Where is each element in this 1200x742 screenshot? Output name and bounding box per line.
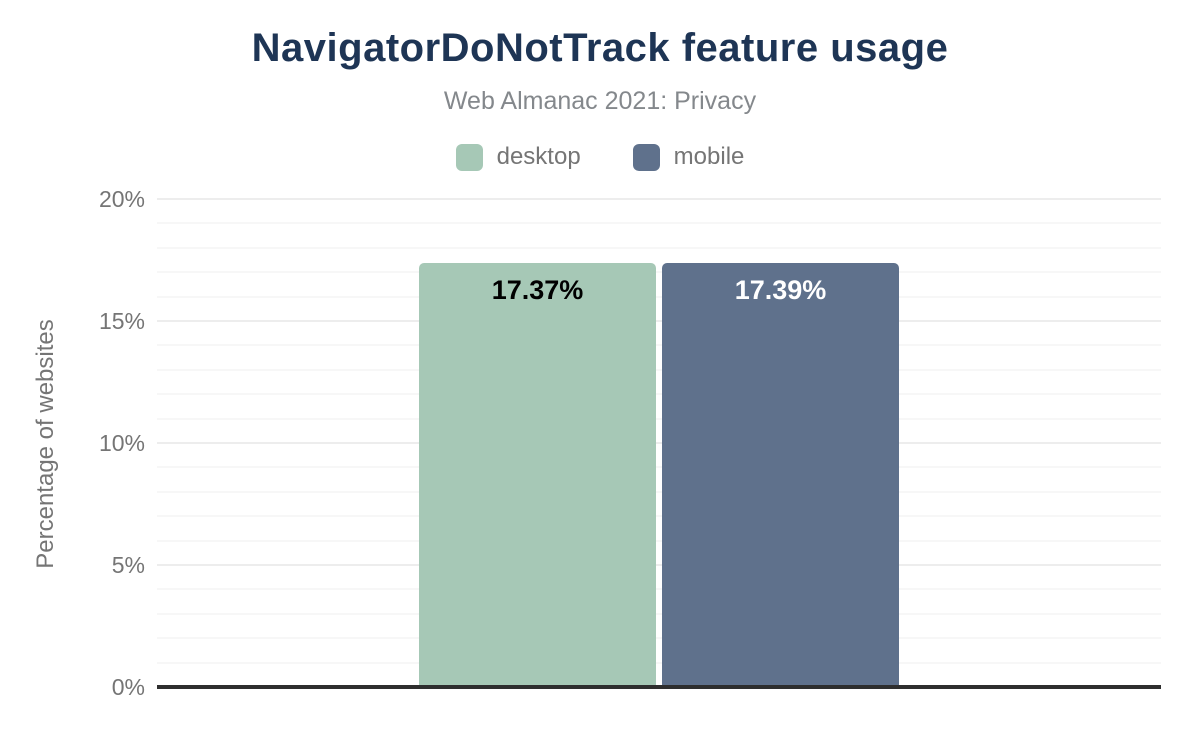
minor-gridline-11 xyxy=(157,418,1161,420)
minor-gridline-7 xyxy=(157,515,1161,517)
bar-value-label-mobile: 17.39% xyxy=(734,275,827,305)
minor-gridline-12 xyxy=(157,393,1161,395)
y-tick-label-15: 15% xyxy=(98,308,145,334)
chart-title: NavigatorDoNotTrack feature usage xyxy=(251,26,949,70)
y-tick-label-5: 5% xyxy=(111,552,145,578)
major-gridline-20 xyxy=(157,198,1161,200)
minor-gridline-6 xyxy=(157,540,1161,542)
chart-subtitle: Web Almanac 2021: Privacy xyxy=(443,87,757,115)
minor-gridline-1 xyxy=(157,662,1161,664)
y-tick-label-0: 0% xyxy=(111,674,145,700)
minor-gridline-4 xyxy=(157,588,1161,590)
legend-item-desktop: desktop xyxy=(455,143,581,171)
minor-gridline-18 xyxy=(157,247,1161,249)
minor-gridline-13 xyxy=(157,369,1161,371)
minor-gridline-17 xyxy=(157,271,1161,273)
bar-desktop: 17.37% xyxy=(419,263,656,687)
major-gridline-15 xyxy=(157,320,1161,322)
major-gridline-5 xyxy=(157,564,1161,566)
legend-label: desktop xyxy=(496,143,581,170)
minor-gridline-16 xyxy=(157,296,1161,298)
minor-gridline-3 xyxy=(157,613,1161,615)
y-tick-label-20: 20% xyxy=(98,186,145,212)
major-gridline-10 xyxy=(157,442,1161,444)
x-axis-baseline xyxy=(157,685,1161,689)
plot-area: 17.37% 17.39% xyxy=(157,198,1161,689)
minor-gridline-9 xyxy=(157,466,1161,468)
legend-swatch-mobile xyxy=(632,143,660,171)
bar-mobile: 17.39% xyxy=(662,263,899,687)
minor-gridline-2 xyxy=(157,637,1161,639)
y-tick-label-10: 10% xyxy=(98,430,145,456)
legend: desktop mobile xyxy=(0,141,1200,173)
minor-gridline-8 xyxy=(157,491,1161,493)
legend-label: mobile xyxy=(673,143,745,170)
legend-swatch-desktop xyxy=(455,143,483,171)
minor-gridline-19 xyxy=(157,222,1161,224)
legend-item-mobile: mobile xyxy=(632,143,745,171)
minor-gridline-14 xyxy=(157,344,1161,346)
bar-value-label-desktop: 17.37% xyxy=(491,275,584,305)
